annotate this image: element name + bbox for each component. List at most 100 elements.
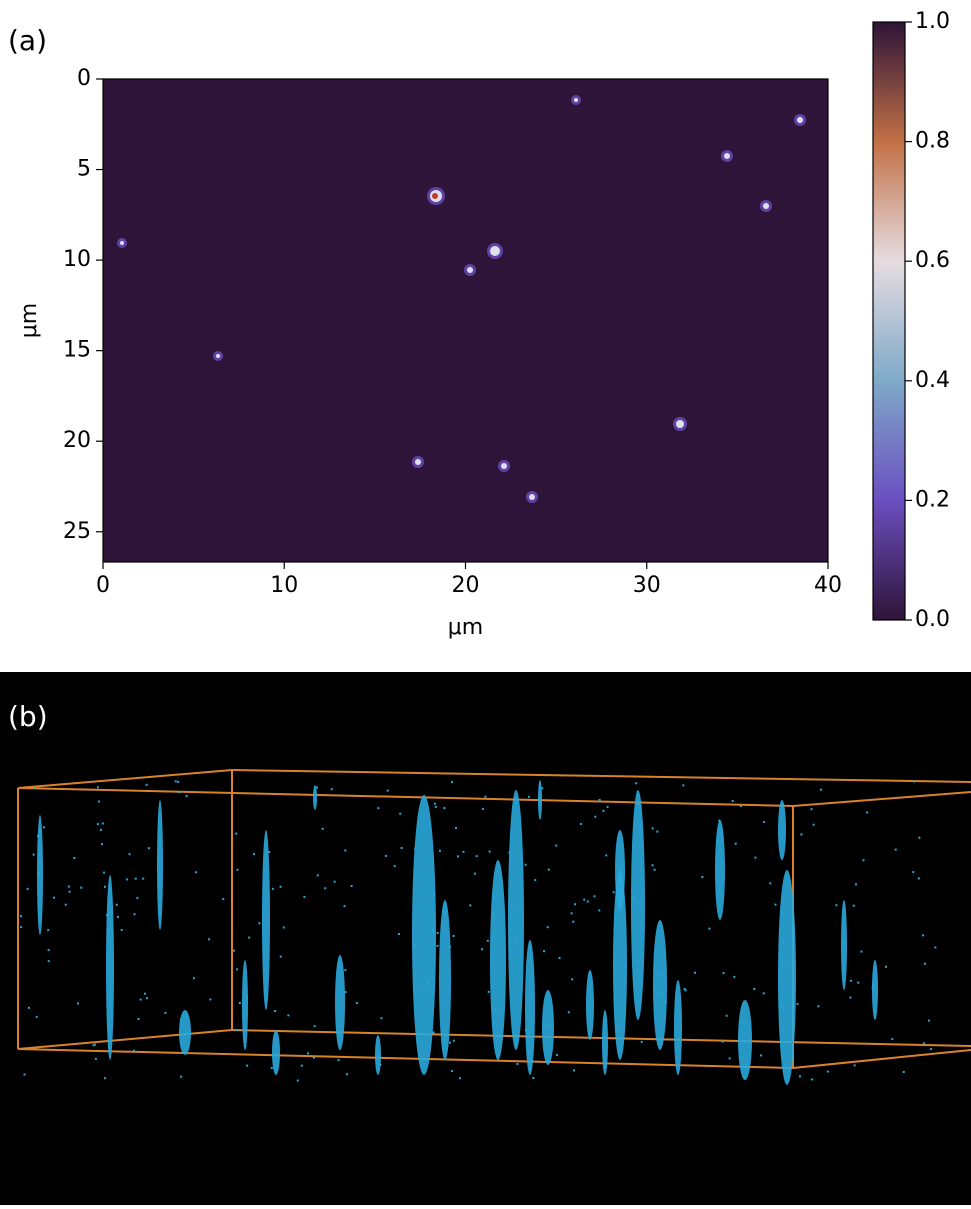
streak bbox=[778, 870, 796, 1085]
speck bbox=[579, 823, 582, 826]
speck bbox=[102, 871, 105, 874]
streak bbox=[525, 940, 535, 1075]
speck bbox=[774, 903, 777, 906]
speck bbox=[812, 823, 815, 826]
speck bbox=[426, 981, 429, 984]
speck bbox=[891, 1038, 894, 1041]
streak bbox=[157, 800, 163, 930]
speck bbox=[379, 1063, 382, 1066]
speck bbox=[38, 872, 41, 875]
speck bbox=[195, 871, 198, 874]
speck bbox=[855, 883, 858, 886]
speck bbox=[731, 800, 734, 803]
speck bbox=[414, 847, 417, 850]
speck bbox=[633, 897, 636, 900]
speck bbox=[185, 795, 188, 798]
x-tick-label: 30 bbox=[633, 573, 661, 598]
streak bbox=[542, 990, 554, 1065]
speck bbox=[796, 1002, 799, 1005]
speck bbox=[100, 843, 103, 846]
speck bbox=[725, 1014, 728, 1017]
streak bbox=[490, 860, 506, 1060]
speck bbox=[760, 1054, 763, 1057]
speck bbox=[133, 1049, 136, 1052]
speck bbox=[115, 903, 118, 906]
speck bbox=[452, 1039, 455, 1042]
speck bbox=[315, 786, 318, 789]
speck bbox=[104, 1077, 107, 1080]
speck bbox=[125, 878, 128, 881]
x-tick-label: 20 bbox=[452, 573, 480, 598]
speck bbox=[313, 1025, 316, 1028]
speck bbox=[27, 1006, 30, 1009]
streak bbox=[586, 970, 594, 1040]
streak bbox=[613, 870, 627, 1060]
speck bbox=[208, 938, 211, 941]
streak bbox=[653, 920, 667, 1050]
speck bbox=[718, 819, 721, 822]
speck bbox=[143, 992, 146, 995]
speck bbox=[598, 909, 601, 912]
spot bbox=[432, 193, 438, 199]
speck bbox=[454, 826, 457, 829]
speck bbox=[23, 1073, 26, 1076]
speck bbox=[307, 1052, 310, 1055]
speck bbox=[384, 854, 387, 857]
speck bbox=[117, 916, 120, 919]
speck bbox=[137, 1017, 140, 1020]
speck bbox=[785, 964, 788, 967]
speck bbox=[516, 1062, 519, 1065]
speck bbox=[355, 1001, 358, 1004]
speck bbox=[101, 822, 104, 825]
speck bbox=[296, 1079, 299, 1082]
speck bbox=[399, 812, 402, 815]
speck bbox=[248, 936, 251, 939]
speck bbox=[303, 895, 306, 898]
speck bbox=[300, 1064, 303, 1067]
speck bbox=[475, 855, 478, 858]
speck bbox=[452, 934, 455, 937]
speck bbox=[236, 968, 239, 971]
spot bbox=[529, 494, 535, 500]
speck bbox=[798, 1075, 801, 1078]
speck bbox=[343, 905, 346, 908]
streak bbox=[439, 900, 451, 1060]
streak bbox=[872, 960, 878, 1020]
speck bbox=[811, 1078, 814, 1081]
speck bbox=[693, 971, 696, 974]
speck bbox=[545, 1024, 548, 1027]
spot bbox=[216, 354, 220, 358]
speck bbox=[448, 1041, 451, 1044]
speck bbox=[921, 934, 924, 937]
y-tick-label: 15 bbox=[63, 338, 91, 363]
speck bbox=[158, 878, 161, 881]
speck bbox=[350, 885, 353, 888]
speck bbox=[238, 1001, 241, 1004]
speck bbox=[209, 998, 212, 1001]
speck bbox=[174, 780, 177, 783]
speck bbox=[494, 1007, 497, 1010]
speck bbox=[469, 904, 472, 907]
box-edge bbox=[231, 769, 971, 783]
speck bbox=[781, 1005, 784, 1008]
colorbar-tick-label: 0.4 bbox=[915, 368, 950, 393]
speck bbox=[488, 850, 491, 853]
streak bbox=[242, 960, 248, 1050]
speck bbox=[598, 798, 601, 801]
speck bbox=[107, 928, 110, 931]
box-edge bbox=[792, 1049, 971, 1069]
speck bbox=[136, 897, 139, 900]
colorbar-tick-label: 0.6 bbox=[915, 248, 950, 273]
speck bbox=[380, 1017, 383, 1020]
speck bbox=[885, 965, 888, 968]
speck bbox=[444, 1001, 447, 1004]
speck bbox=[481, 807, 484, 810]
speck bbox=[344, 849, 347, 852]
speck bbox=[442, 1039, 445, 1042]
speck bbox=[236, 868, 239, 871]
speck bbox=[857, 981, 860, 984]
streak bbox=[37, 815, 43, 935]
speck bbox=[145, 997, 148, 1000]
speck bbox=[594, 815, 597, 818]
speck bbox=[558, 957, 561, 960]
